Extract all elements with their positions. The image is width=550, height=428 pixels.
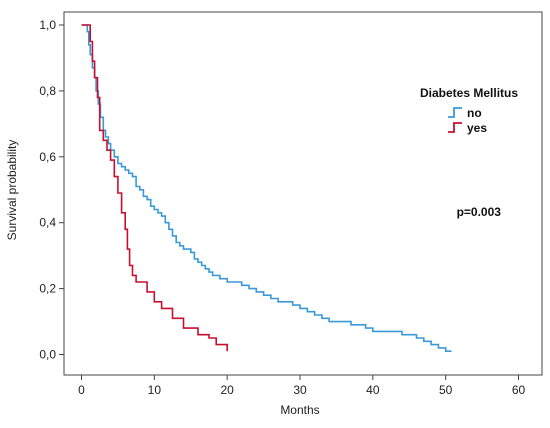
x-tick-label: 40 [366, 383, 380, 397]
p-value-annotation: p=0.003 [457, 205, 502, 219]
legend-swatch-no [448, 107, 462, 118]
y-tick-label: 1,0 [39, 18, 56, 32]
y-tick-label: 0,8 [39, 84, 56, 98]
x-tick-label: 10 [148, 383, 162, 397]
legend-entry-yes: yes [448, 121, 487, 135]
series-line-no [81, 24, 452, 352]
x-tick-label: 30 [293, 383, 307, 397]
x-tick-label: 20 [220, 383, 234, 397]
x-axis-title: Months [280, 403, 319, 417]
legend-label-no: no [467, 106, 482, 120]
y-tick-label: 0,2 [39, 282, 56, 296]
x-tick-label: 60 [512, 383, 526, 397]
y-axis-ticks: 0,0 0,2 0,4 0,6 0,8 1,0 [39, 18, 64, 362]
y-axis-title: Survival probability [5, 140, 19, 241]
series-layer [81, 24, 452, 352]
series-line-yes [81, 24, 228, 352]
legend-entry-no: no [448, 106, 482, 120]
plot-frame [63, 11, 543, 376]
legend-swatch-yes [448, 122, 462, 133]
y-tick-label: 0,6 [39, 150, 56, 164]
legend-title: Diabetes Mellitus [420, 86, 518, 100]
x-tick-label: 50 [439, 383, 453, 397]
y-tick-label: 0,0 [39, 348, 56, 362]
legend-label-yes: yes [467, 121, 487, 135]
x-axis-ticks: 0 10 20 30 40 50 60 [78, 375, 525, 397]
x-tick-label: 0 [78, 383, 85, 397]
y-tick-label: 0,4 [39, 216, 56, 230]
